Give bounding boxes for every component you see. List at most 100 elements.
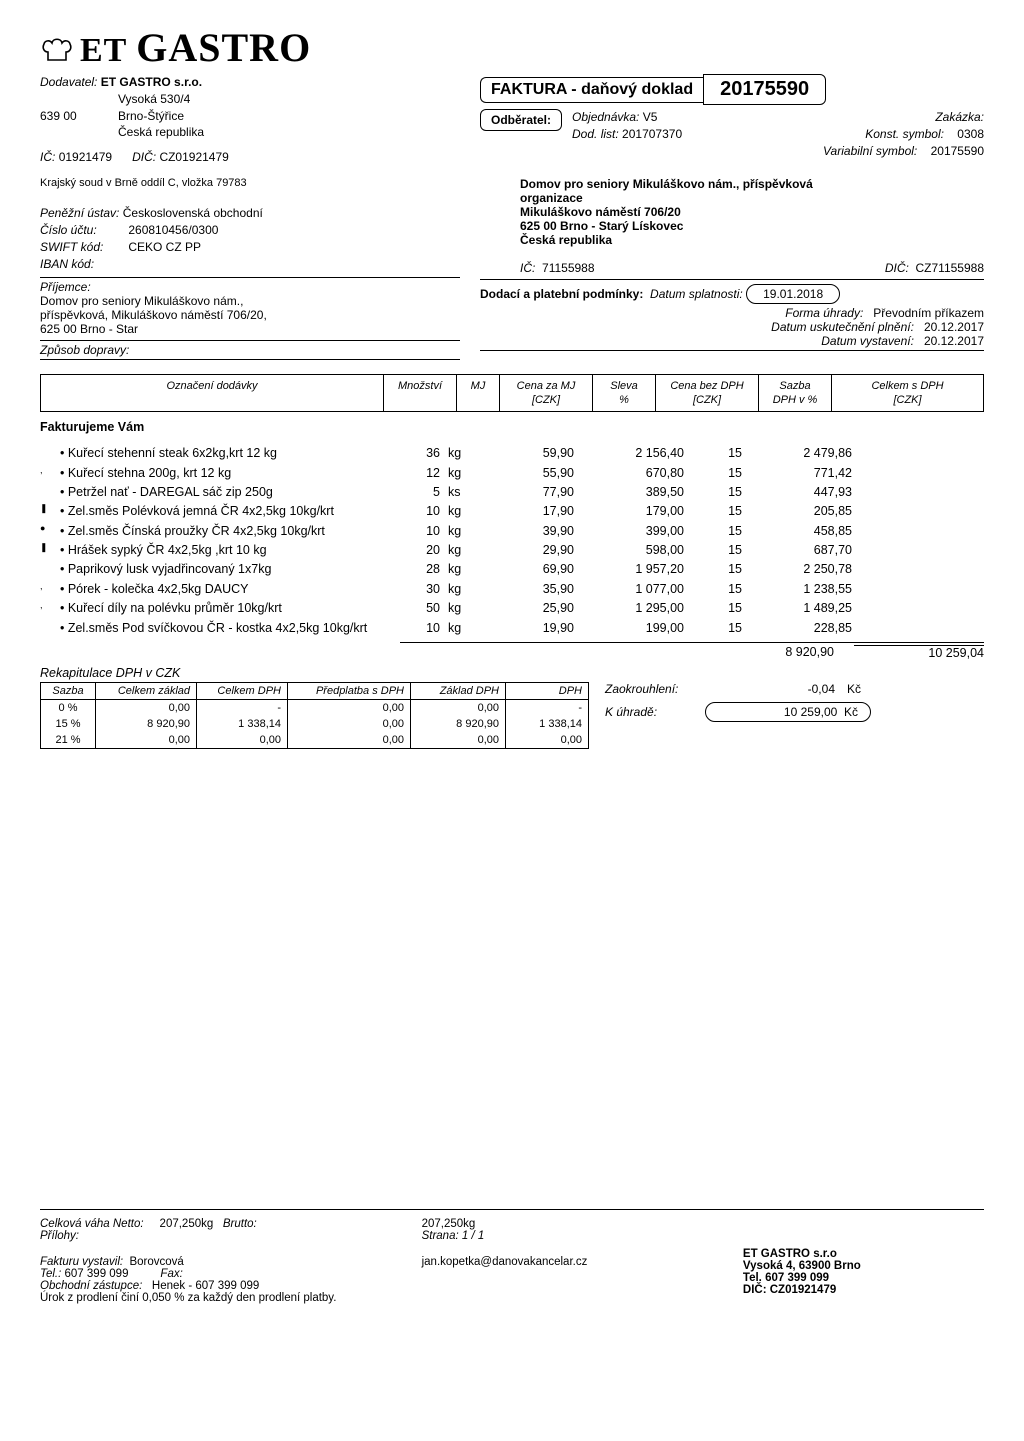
footer-co-dic: DIČ: CZ01921479 <box>743 1284 984 1296</box>
supplier-block: Dodavatel: ET GASTRO s.r.o. Vysoká 530/4… <box>40 74 460 360</box>
footer-co-name: ET GASTRO s.r.o <box>743 1248 984 1260</box>
var-label: Variabilní symbol: <box>823 144 917 158</box>
plneni-label: Datum uskutečnění plnění: <box>771 320 914 334</box>
obj-value: V5 <box>643 110 658 124</box>
dic-label: DIČ: <box>132 150 156 164</box>
swift-code: CEKO CZ PP <box>128 240 201 254</box>
rh-zak2: Základ DPH <box>411 683 506 699</box>
obj-label: Objednávka: <box>572 110 639 124</box>
customer-street: Mikuláškovo náměstí 706/20 <box>520 205 984 219</box>
doprava-label: Způsob dopravy: <box>40 340 460 360</box>
prijemce-line1: Domov pro seniory Mikuláškovo nám., <box>40 294 460 308</box>
obch-label: Obchodní zástupce: <box>40 1280 142 1292</box>
supplier-country: Česká republika <box>40 124 460 141</box>
strana-value: Strana: 1 / 1 <box>422 1230 723 1242</box>
rekap-row: 15 %8 920,901 338,140,008 920,901 338,14 <box>41 716 588 732</box>
col-mj: MJ <box>457 375 500 412</box>
plneni-value: 20.12.2017 <box>924 320 984 334</box>
cust-dic-label: DIČ: <box>885 261 909 275</box>
rekap-table: Sazba Celkem základ Celkem DPH Předplatb… <box>40 682 589 749</box>
subtotal-row: 8 920,90 10 259,04 <box>400 642 984 660</box>
supplier-label: Dodavatel: <box>40 75 97 89</box>
prijemce-label: Příjemce: <box>40 280 460 294</box>
customer-name: Domov pro seniory Mikuláškovo nám., přís… <box>520 177 984 191</box>
swift-label: SWIFT kód: <box>40 239 125 256</box>
acct-num: 260810456/0300 <box>128 223 218 237</box>
dod-value: 201707370 <box>622 127 682 141</box>
netto-label: Celková váha Netto: <box>40 1218 144 1230</box>
col-nazev: Označení dodávky <box>41 375 384 412</box>
supplier-street: Vysoká 530/4 <box>40 91 460 108</box>
brutto-value: 207,250kg <box>422 1218 476 1230</box>
subtotal-tot: 10 259,04 <box>854 645 984 660</box>
invoice-number: 20175590 <box>703 74 826 105</box>
item-row: • Petržel nať - DAREGAL sáč zip 250g5ks7… <box>40 483 984 502</box>
vyst-label: Datum vystavení: <box>821 334 914 348</box>
customer-zipcity: 625 00 Brno - Starý Lískovec <box>520 219 984 233</box>
zaok-label: Zaokrouhlení: <box>605 682 705 696</box>
footer-co-tel: Tel. 607 399 099 <box>743 1272 984 1284</box>
item-row: ,• Kuřecí stehna 200g, krt 12 kg12kg55,9… <box>40 464 984 483</box>
supplier-name: ET GASTRO s.r.o. <box>101 75 202 89</box>
kuhrade-cur: Kč <box>844 705 858 719</box>
prijemce-line3: 625 00 Brno - Star <box>40 322 460 336</box>
logo-text: ET GASTRO <box>80 32 311 70</box>
invoice-title: FAKTURA - daňový doklad <box>480 77 703 103</box>
brutto-label: Brutto: <box>223 1218 257 1230</box>
kuhrade-value: 10 259,00 <box>784 705 837 719</box>
konst-value: 0308 <box>957 127 984 141</box>
item-row: ❚• Zel.směs Polévková jemná ČR 4x2,5kg 1… <box>40 502 984 521</box>
customer-country: Česká republika <box>520 233 984 247</box>
ic-label: IČ: <box>40 150 55 164</box>
splat-value: 19.01.2018 <box>746 284 840 304</box>
vystavil-label: Fakturu vystavil: <box>40 1256 123 1268</box>
forma-value: Převodním příkazem <box>873 306 984 320</box>
dodaci-label: Dodací a platební podmínky: <box>480 287 643 301</box>
item-row: ,• Kuřecí díly na polévku průměr 10kg/kr… <box>40 599 984 618</box>
var-value: 20175590 <box>931 144 984 158</box>
zakazka-label: Zakázka: <box>935 109 984 126</box>
obch-value: Henek - 607 399 099 <box>152 1280 259 1292</box>
bank-label: Peněžní ústav: <box>40 206 119 220</box>
vystavil-value: Borovcová <box>129 1256 183 1268</box>
tel-label: Tel.: <box>40 1268 61 1280</box>
items-list: • Kuřecí stehenní steak 6x2kg,krt 12 kg3… <box>40 444 984 638</box>
rh-zaklad: Celkem základ <box>96 683 197 699</box>
items-header: Označení dodávky Množství MJ Cena za MJ[… <box>40 374 984 413</box>
urok-text: Úrok z prodlení činí 0,050 % za každý de… <box>40 1292 402 1304</box>
supplier-dic: CZ01921479 <box>159 150 228 164</box>
footer: Celková váha Netto: 207,250kg Brutto: Př… <box>40 1209 984 1304</box>
supplier-zip: 639 00 <box>40 108 118 125</box>
konst-label: Konst. symbol: <box>865 127 944 141</box>
customer-name2: organizace <box>520 191 984 205</box>
iban-label: IBAN kód: <box>40 257 94 271</box>
rekap-row: 0 %0,00-0,000,00- <box>41 700 588 716</box>
item-row: ,• Pórek - kolečka 4x2,5kg DAUCY30kg35,9… <box>40 580 984 599</box>
subtotal-bez: 8 920,90 <box>554 645 834 660</box>
cust-ic: 71155988 <box>542 261 595 275</box>
prijemce-line2: příspěvková, Mikuláškovo náměstí 706/20, <box>40 308 460 322</box>
cust-ic-label: IČ: <box>520 261 535 275</box>
dod-label: Dod. list: <box>572 127 619 141</box>
court-info: Krajský soud v Brně oddíl C, vložka 7978… <box>40 176 460 191</box>
customer-block: FAKTURA - daňový doklad 20175590 Odběrat… <box>480 74 984 351</box>
company-logo: ET GASTRO <box>40 30 984 70</box>
rh-pred: Předplatba s DPH <box>288 683 411 699</box>
rekap-title: Rekapitulace DPH v CZK <box>40 666 984 680</box>
tel-value: 607 399 099 <box>65 1268 129 1280</box>
netto-value: 207,250kg <box>160 1218 214 1230</box>
vyst-value: 20.12.2017 <box>924 334 984 348</box>
item-row: • Zel.směs Pod svíčkovou ČR - kostka 4x2… <box>40 619 984 638</box>
item-row: ❚• Hrášek sypký ČR 4x2,5kg ,krt 10 kg20k… <box>40 541 984 560</box>
odberatel-label: Odběratel: <box>480 109 562 131</box>
acct-label: Číslo účtu: <box>40 222 125 239</box>
rh-sazba: Sazba <box>41 683 96 699</box>
zaok-cur: Kč <box>847 682 861 696</box>
rekap-row: 21 %0,000,000,000,000,00 <box>41 732 588 748</box>
chef-hat-icon <box>40 30 74 64</box>
cust-dic: CZ71155988 <box>916 261 985 275</box>
item-row: • Paprikový lusk vyjadřincovaný 1x7kg28k… <box>40 560 984 579</box>
col-mnozstvi: Množství <box>384 375 457 412</box>
prilohy-label: Přílohy: <box>40 1230 402 1242</box>
rh-dph: Celkem DPH <box>197 683 288 699</box>
